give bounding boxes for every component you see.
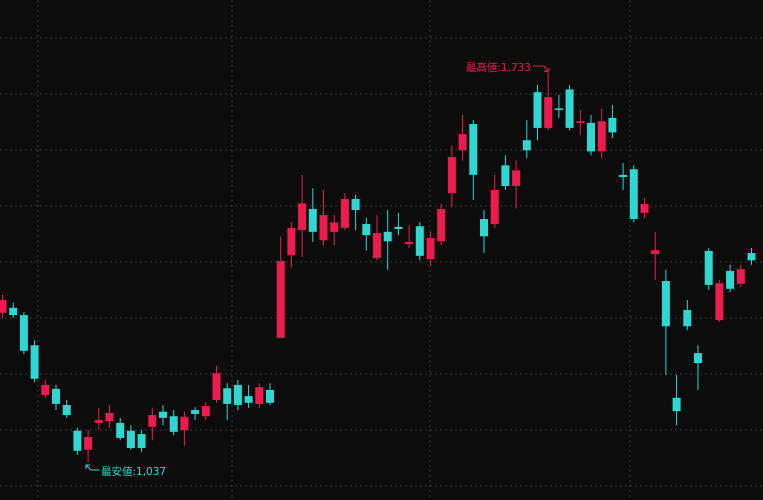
candle-body: [704, 250, 713, 285]
candle-body: [308, 208, 317, 232]
candle-body: [169, 416, 178, 432]
annotation-arrow: [533, 65, 549, 73]
candle-body: [319, 215, 328, 241]
candles: [0, 73, 756, 463]
candle-body: [619, 174, 628, 178]
candle-body: [383, 231, 392, 242]
candle-body: [672, 397, 681, 412]
candle-body: [30, 345, 39, 379]
candle-body: [373, 232, 381, 259]
candle-body: [426, 237, 435, 260]
candle-body: [9, 307, 18, 316]
candle-body: [223, 388, 232, 404]
annotation-arrow: [85, 464, 99, 471]
annotation: 最安値:1,037: [101, 465, 166, 478]
candle-body: [105, 412, 114, 422]
candle-body: [629, 169, 638, 219]
candle-body: [597, 121, 606, 152]
candle-body: [736, 269, 745, 284]
candle-body: [41, 384, 50, 395]
candle-body: [84, 436, 93, 450]
candle-body: [19, 315, 28, 351]
high-annotation: 最高値:1,733: [466, 61, 550, 74]
candle-body: [330, 222, 339, 232]
candle-body: [126, 430, 135, 449]
candle-body: [533, 92, 542, 128]
candle-body: [480, 218, 488, 237]
candle-body: [405, 241, 414, 245]
candle-body: [661, 281, 670, 327]
annotation: 最高値:1,733: [466, 61, 531, 74]
candle-body: [298, 203, 307, 231]
candle-body: [437, 208, 446, 242]
candle-body: [587, 122, 595, 152]
candle-body: [447, 156, 456, 194]
candle-body: [94, 420, 103, 423]
annotation-arrowhead: [543, 67, 550, 73]
low-annotation: 最安値:1,037: [85, 464, 166, 478]
candle-body: [394, 226, 403, 230]
candle-body: [565, 89, 574, 128]
candle-body: [201, 406, 210, 417]
candle-body: [554, 108, 563, 111]
candle-body: [276, 260, 285, 338]
candle-body: [73, 430, 82, 451]
candle-body: [0, 300, 7, 313]
candle-body: [159, 411, 167, 418]
candle-body: [576, 121, 585, 123]
candle-body: [116, 422, 125, 438]
candle-body: [608, 117, 617, 133]
candle-body: [255, 387, 264, 404]
candle-body: [726, 270, 735, 289]
candle-body: [62, 405, 71, 416]
candle-body: [544, 97, 553, 128]
candle-body: [191, 410, 200, 414]
candle-body: [512, 170, 521, 187]
candle-body: [715, 283, 724, 321]
candle-body: [651, 250, 660, 255]
candle-body: [180, 416, 189, 431]
candle-body: [233, 384, 242, 406]
candle-body: [747, 253, 756, 261]
candle-body: [501, 165, 510, 187]
candle-body: [148, 415, 157, 427]
candle-body: [137, 434, 146, 449]
candle-body: [458, 134, 467, 151]
candle-body: [694, 353, 702, 364]
candle-body: [490, 189, 499, 225]
candle-body: [52, 388, 60, 404]
candle-body: [362, 224, 371, 236]
candle-body: [244, 396, 253, 403]
candle-body: [287, 227, 296, 256]
candle-body: [522, 140, 531, 151]
candle-body: [212, 373, 221, 400]
candle-body: [640, 203, 649, 213]
candle-body: [415, 226, 424, 256]
candle-body: [340, 198, 349, 228]
candle-body: [683, 310, 692, 327]
candle-body: [351, 198, 360, 211]
annotation-arrowhead: [85, 464, 90, 469]
candle-body: [266, 389, 274, 403]
candle-body: [469, 124, 478, 175]
